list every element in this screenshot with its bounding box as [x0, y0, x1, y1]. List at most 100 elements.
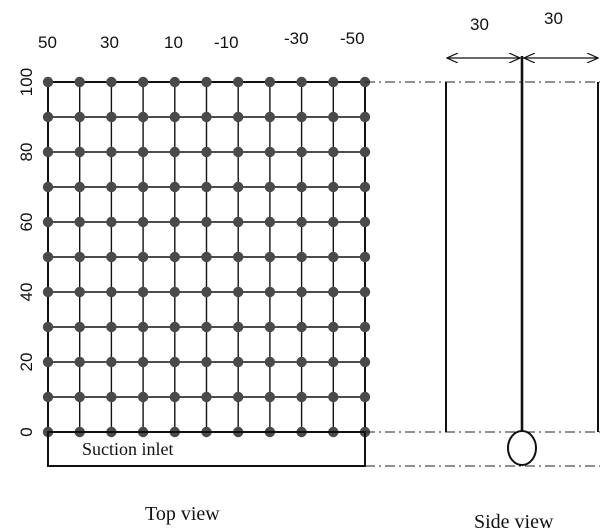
- measurement-point: [170, 252, 180, 262]
- measurement-point: [75, 147, 85, 157]
- projection-lines: [365, 82, 600, 466]
- measurement-point: [170, 322, 180, 332]
- measurement-point: [360, 322, 370, 332]
- measurement-point: [75, 182, 85, 192]
- measurement-point: [296, 112, 306, 122]
- measurement-point: [201, 357, 211, 367]
- measurement-point: [201, 217, 211, 227]
- measurement-point: [75, 287, 85, 297]
- y-label-100: 100: [17, 68, 36, 96]
- measurement-point: [106, 252, 116, 262]
- measurement-point: [170, 217, 180, 227]
- measurement-point: [360, 182, 370, 192]
- measurement-point: [43, 77, 53, 87]
- measurement-point: [233, 77, 243, 87]
- measurement-point: [328, 287, 338, 297]
- measurement-point: [201, 252, 211, 262]
- measurement-point: [201, 287, 211, 297]
- measurement-point: [138, 217, 148, 227]
- measurement-point: [75, 217, 85, 227]
- x-axis-labels: 50 30 10 -10 -30 -50: [38, 29, 365, 52]
- x-label-10: 10: [164, 33, 183, 52]
- measurement-point: [328, 147, 338, 157]
- measurement-point: [328, 392, 338, 402]
- measurement-point: [138, 392, 148, 402]
- measurement-point: [265, 252, 275, 262]
- measurement-point: [328, 112, 338, 122]
- measurement-point: [201, 392, 211, 402]
- measurement-point: [43, 217, 53, 227]
- measurement-point: [106, 357, 116, 367]
- measurement-point: [106, 392, 116, 402]
- measurement-point: [296, 322, 306, 332]
- measurement-point: [138, 77, 148, 87]
- measurement-point: [170, 112, 180, 122]
- x-label-30: 30: [100, 33, 119, 52]
- y-label-20: 20: [17, 353, 36, 372]
- dim-label-left: 30: [470, 15, 489, 34]
- x-label-neg30: -30: [284, 29, 309, 48]
- measurement-point: [296, 252, 306, 262]
- measurement-point: [75, 357, 85, 367]
- measurement-point: [106, 287, 116, 297]
- y-label-60: 60: [17, 213, 36, 232]
- measurement-point: [328, 217, 338, 227]
- measurement-point: [170, 182, 180, 192]
- measurement-point: [75, 252, 85, 262]
- x-label-50: 50: [38, 33, 57, 52]
- measurement-point: [360, 217, 370, 227]
- measurement-point: [328, 77, 338, 87]
- measurement-point: [233, 147, 243, 157]
- dim-label-right: 30: [544, 9, 563, 28]
- measurement-point: [265, 77, 275, 87]
- measurement-point: [138, 357, 148, 367]
- measurement-point: [138, 287, 148, 297]
- measurement-point: [138, 112, 148, 122]
- measurement-point: [201, 322, 211, 332]
- y-label-80: 80: [17, 143, 36, 162]
- measurement-point: [296, 392, 306, 402]
- measurement-point: [106, 182, 116, 192]
- measurement-point: [170, 77, 180, 87]
- measurement-point: [360, 287, 370, 297]
- measurement-point: [360, 392, 370, 402]
- y-label-40: 40: [17, 283, 36, 302]
- measurement-point: [43, 322, 53, 332]
- measurement-point: [233, 112, 243, 122]
- measurement-point: [296, 287, 306, 297]
- measurement-point: [75, 392, 85, 402]
- measurement-point: [138, 322, 148, 332]
- measurement-point: [201, 182, 211, 192]
- measurement-point: [106, 322, 116, 332]
- measurement-point: [233, 252, 243, 262]
- measurement-point: [43, 112, 53, 122]
- measurement-point: [265, 147, 275, 157]
- measurement-point: [233, 357, 243, 367]
- measurement-point: [360, 112, 370, 122]
- measurement-point: [75, 322, 85, 332]
- measurement-point: [201, 147, 211, 157]
- measurement-point: [170, 287, 180, 297]
- measurement-point: [75, 112, 85, 122]
- measurement-point: [43, 252, 53, 262]
- measurement-point: [328, 252, 338, 262]
- measurement-point: [43, 147, 53, 157]
- measurement-point: [106, 112, 116, 122]
- measurement-point: [265, 322, 275, 332]
- measurement-point: [265, 287, 275, 297]
- measurement-point: [106, 77, 116, 87]
- measurement-point: [360, 357, 370, 367]
- measurement-point: [138, 182, 148, 192]
- measurement-point: [296, 217, 306, 227]
- measurement-point: [201, 112, 211, 122]
- measurement-point: [43, 182, 53, 192]
- measurement-point: [138, 147, 148, 157]
- measurement-point: [360, 252, 370, 262]
- y-axis-labels: 100 80 60 40 20 0: [17, 68, 36, 437]
- measurement-point: [170, 392, 180, 402]
- measurement-point: [138, 252, 148, 262]
- measurement-point: [360, 147, 370, 157]
- measurement-point: [328, 182, 338, 192]
- measurement-point: [170, 147, 180, 157]
